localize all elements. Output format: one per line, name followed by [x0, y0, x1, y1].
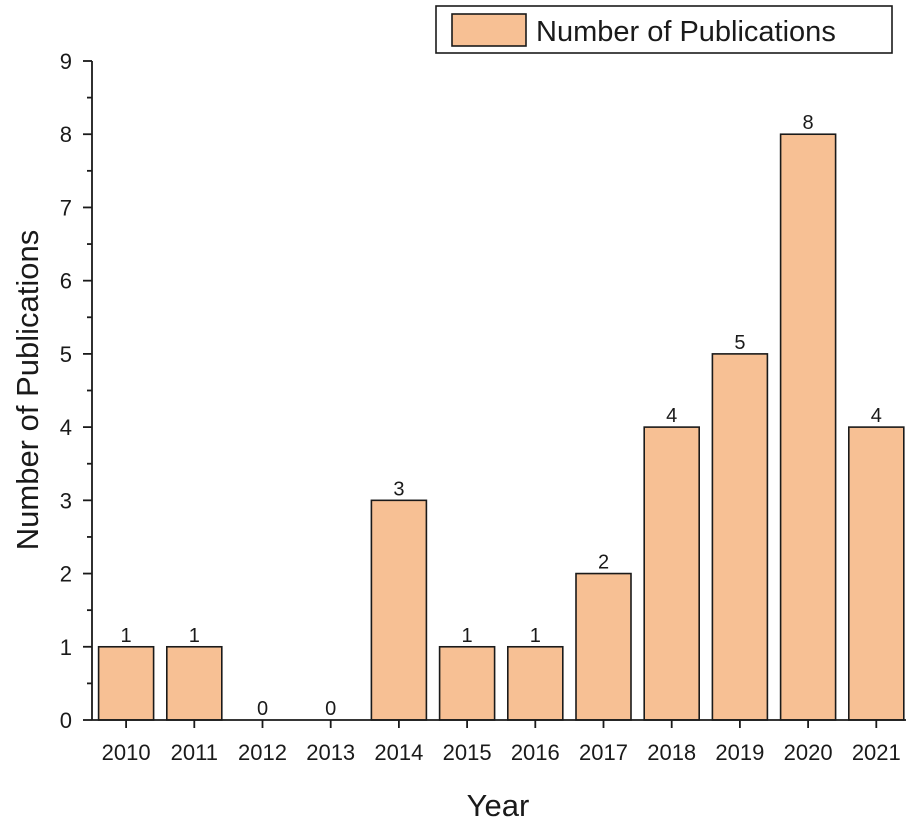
y-tick-label: 5	[60, 342, 72, 367]
bar-2016	[506, 645, 564, 721]
bar-2010	[97, 645, 155, 721]
bar-2011	[166, 645, 223, 721]
data-label-2019: 5	[734, 332, 745, 354]
y-tick-label: 6	[60, 269, 72, 294]
y-tick-label: 4	[60, 415, 72, 440]
legend-label: Number of Publications	[536, 16, 836, 48]
x-tick-label-2018: 2018	[647, 740, 696, 765]
data-label-2018: 4	[666, 405, 677, 427]
x-axis-title: Year	[467, 788, 530, 821]
x-tick-label-2011: 2011	[171, 740, 218, 765]
y-tick-label: 3	[60, 488, 72, 513]
data-label-2020: 8	[803, 112, 814, 134]
bar-2015	[438, 645, 496, 721]
data-label-2014: 3	[393, 478, 404, 500]
bar-2018	[643, 426, 701, 721]
data-label-2016: 1	[530, 625, 541, 647]
y-tick-label: 1	[60, 635, 72, 660]
x-tick-label-2017: 2017	[579, 740, 628, 765]
x-tick-label-2019: 2019	[715, 740, 764, 765]
legend-swatch	[451, 13, 527, 47]
y-tick-label: 2	[60, 562, 72, 587]
y-tick-label: 7	[60, 195, 72, 220]
bar-2020	[779, 133, 837, 721]
x-tick-label-2010: 2010	[102, 740, 151, 765]
bar-2019	[711, 353, 769, 721]
y-axis: 0 1 2 3 4 5 6 7 8 9	[60, 49, 93, 733]
data-label-2010: 1	[121, 625, 132, 647]
data-label-2015: 1	[462, 625, 473, 647]
x-tick-label-2012: 2012	[238, 740, 287, 765]
data-label-2013: 0	[325, 698, 336, 720]
y-tick-label: 0	[60, 708, 72, 733]
y-axis-title: Number of Publications	[10, 230, 45, 551]
x-tick-label-2016: 2016	[511, 740, 560, 765]
bar-2014	[370, 499, 428, 721]
legend: Number of Publications	[435, 5, 893, 54]
data-label-2011: 1	[189, 625, 200, 647]
bar-2017	[575, 572, 632, 721]
x-tick-label-2013: 2013	[306, 740, 355, 765]
x-axis: 2010 2011 2012 2013 2014 2015 2016 2017 2018 2019…	[92, 719, 906, 765]
bar-2021	[847, 426, 905, 721]
x-tick-label-2015: 2015	[443, 740, 492, 765]
data-label-2021: 4	[871, 405, 882, 427]
x-tick-label-2014: 2014	[374, 740, 423, 765]
x-tick-label-2021: 2021	[852, 740, 901, 765]
data-labels-group: 1 1 0 0 3 1 1 2 4 5 8 4	[121, 112, 882, 720]
y-tick-label: 8	[60, 122, 72, 147]
y-tick-label: 9	[60, 49, 72, 74]
data-label-2017: 2	[598, 552, 609, 574]
bars-group	[97, 133, 905, 721]
x-tick-label-2020: 2020	[784, 740, 833, 765]
data-label-2012: 0	[257, 698, 268, 720]
